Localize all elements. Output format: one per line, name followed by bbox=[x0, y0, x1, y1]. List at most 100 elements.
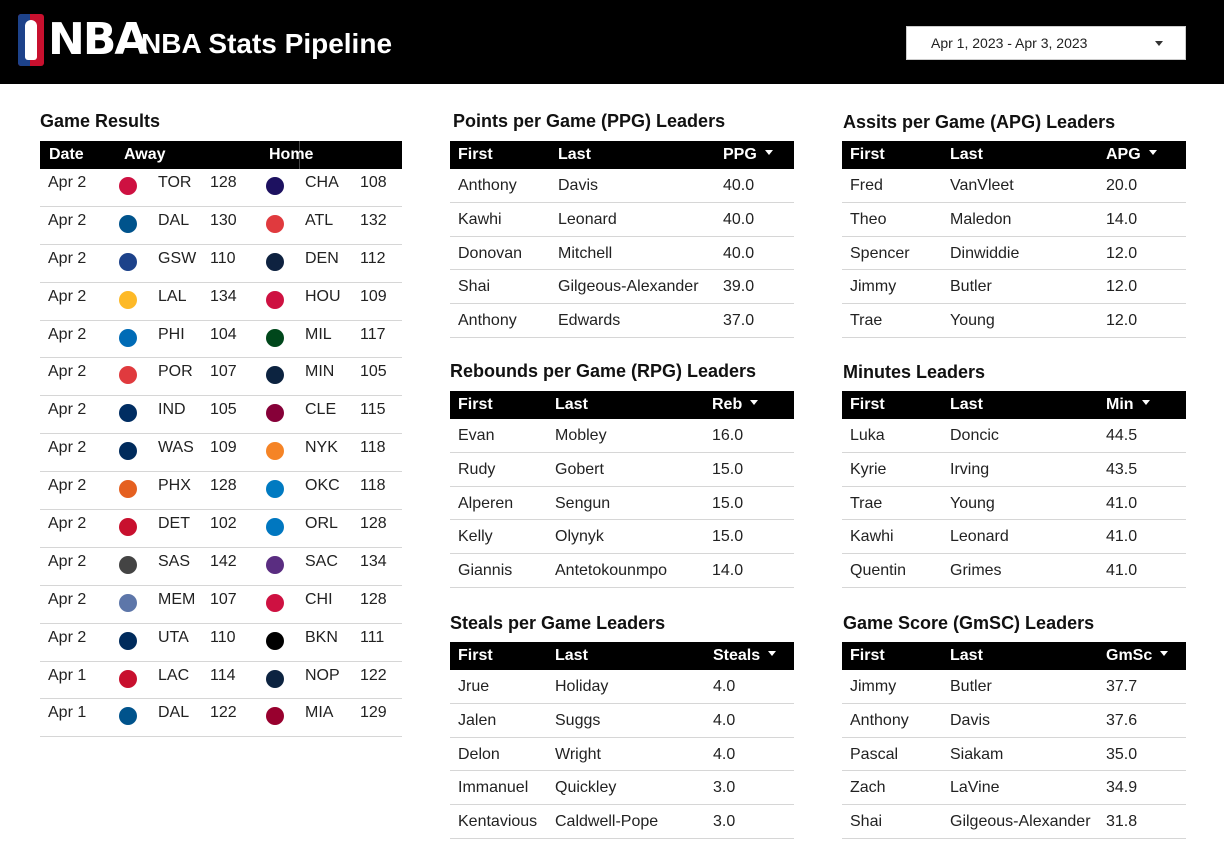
home-team: OKC bbox=[305, 477, 340, 495]
column-header-stat[interactable]: Min bbox=[1106, 396, 1150, 414]
away-team: LAL bbox=[158, 287, 187, 305]
game-row: Apr 2 PHX 128 OKC 118 bbox=[40, 472, 402, 511]
away-team: TOR bbox=[158, 174, 192, 191]
away-score: 122 bbox=[210, 704, 237, 722]
game-results-header: Date Away Home bbox=[40, 141, 402, 169]
away-team-logo-icon bbox=[119, 290, 137, 309]
home-team-logo-icon bbox=[266, 328, 284, 347]
cell-stat: 3.0 bbox=[713, 813, 736, 831]
cell-stat: 40.0 bbox=[723, 177, 755, 194]
sort-desc-icon[interactable] bbox=[764, 150, 773, 156]
home-score: 112 bbox=[360, 249, 386, 267]
sort-desc-icon[interactable] bbox=[1141, 400, 1150, 406]
away-score: 107 bbox=[210, 590, 237, 608]
home-team-logo-icon bbox=[266, 177, 284, 195]
column-header-label: First bbox=[458, 146, 493, 163]
cell-stat: 34.9 bbox=[1106, 779, 1138, 797]
home-team-logo-icon bbox=[266, 593, 284, 612]
column-header-label: APG bbox=[1106, 146, 1141, 163]
away-team: LAC bbox=[158, 666, 190, 684]
cell-first: Kyrie bbox=[850, 460, 887, 478]
column-header-stat[interactable]: Reb bbox=[712, 396, 759, 414]
column-header-first[interactable]: First bbox=[850, 647, 885, 665]
sort-desc-icon[interactable] bbox=[1160, 651, 1169, 657]
away-team: PHI bbox=[158, 325, 185, 343]
cell-date: Apr 2 bbox=[48, 363, 87, 381]
game-results-title: Game Results bbox=[40, 111, 161, 131]
sort-desc-icon[interactable] bbox=[1148, 150, 1157, 156]
apg-leaders-table: Fred VanVleet 20.0 Theo Maledon 14.0 Spencer Di… bbox=[842, 169, 1186, 338]
game-row: Apr 2 TOR 128 CHA 108 bbox=[40, 169, 402, 207]
column-header-label: First bbox=[850, 396, 885, 413]
page-title: NBA Stats Pipeline bbox=[141, 28, 393, 59]
home-team: MIL bbox=[305, 325, 332, 343]
away-score: 110 bbox=[210, 628, 236, 646]
minutes-leaders-table: Luka Doncic 44.5 Kyrie Irving 43.5 Trae Young 41… bbox=[842, 419, 1186, 588]
cell-date: Apr 2 bbox=[48, 439, 87, 457]
ppg-leaders-table: Anthony Davis 40.0 Kawhi Leonard 40.0 Donovan M… bbox=[450, 169, 794, 338]
home-score: 115 bbox=[360, 401, 386, 419]
column-header-stat[interactable]: PPG bbox=[723, 146, 773, 164]
column-header-last[interactable]: Last bbox=[950, 647, 983, 665]
cell-stat: 14.0 bbox=[712, 562, 744, 580]
cell-last: Siakam bbox=[950, 745, 1004, 763]
away-team-logo-icon bbox=[119, 555, 137, 574]
column-header-home[interactable]: Home bbox=[269, 146, 314, 163]
column-header-stat[interactable]: Steals bbox=[713, 647, 777, 665]
cell-last: Mobley bbox=[555, 427, 607, 444]
table-row: Trae Young 12.0 bbox=[842, 304, 1186, 338]
sort-desc-icon[interactable] bbox=[768, 651, 777, 657]
home-team: CLE bbox=[305, 401, 337, 419]
column-header-first[interactable]: First bbox=[850, 396, 885, 414]
table-row: Giannis Antetokounmpo 14.0 bbox=[450, 554, 794, 588]
cell-last: Suggs bbox=[555, 711, 601, 729]
column-header-last[interactable]: Last bbox=[950, 146, 983, 164]
steals-leaders-table: Jrue Holiday 4.0 Jalen Suggs 4.0 Delon Wright 4.… bbox=[450, 670, 794, 839]
cell-stat: 37.0 bbox=[723, 312, 755, 330]
column-header-away[interactable]: Away bbox=[124, 146, 166, 163]
cell-last: Antetokounmpo bbox=[555, 562, 668, 580]
cell-stat: 20.0 bbox=[1106, 177, 1138, 194]
column-header-first[interactable]: First bbox=[850, 146, 885, 164]
ppg-leaders-header: First Last PPG bbox=[450, 141, 794, 169]
table-row: Trae Young 41.0 bbox=[842, 487, 1186, 521]
column-header-date[interactable]: Date bbox=[49, 146, 84, 163]
cell-first: Anthony bbox=[458, 177, 517, 194]
column-header-first[interactable]: First bbox=[458, 647, 493, 665]
home-team-logo-icon bbox=[266, 252, 284, 271]
date-range-picker[interactable]: Apr 1, 2023 - Apr 3, 2023 bbox=[906, 26, 1186, 60]
column-header-last[interactable]: Last bbox=[558, 146, 591, 164]
cell-stat: 40.0 bbox=[723, 244, 755, 262]
cell-stat: 41.0 bbox=[1106, 562, 1138, 580]
column-header-label: Min bbox=[1106, 396, 1134, 413]
column-header-first[interactable]: First bbox=[458, 146, 493, 164]
column-header-stat[interactable]: APG bbox=[1106, 146, 1157, 164]
column-header-label: First bbox=[458, 647, 493, 664]
column-header-last[interactable]: Last bbox=[555, 396, 588, 414]
column-header-stat[interactable]: GmSc bbox=[1106, 647, 1169, 665]
nba-logo: NBA bbox=[18, 14, 148, 66]
away-team: WAS bbox=[158, 439, 194, 457]
chevron-down-icon bbox=[1155, 41, 1163, 46]
cell-last: Grimes bbox=[950, 562, 1002, 580]
home-score: 134 bbox=[360, 552, 387, 570]
away-score: 107 bbox=[210, 363, 237, 381]
column-header-last[interactable]: Last bbox=[555, 647, 588, 665]
column-header-first[interactable]: First bbox=[458, 396, 493, 414]
apg-leaders-header: First Last APG bbox=[842, 141, 1186, 169]
away-team: GSW bbox=[158, 249, 197, 267]
cell-last: Davis bbox=[950, 711, 991, 729]
cell-stat: 31.8 bbox=[1106, 813, 1138, 831]
sort-desc-icon[interactable] bbox=[750, 400, 759, 406]
rpg-leaders-header: First Last Reb bbox=[450, 391, 794, 419]
column-header-last[interactable]: Last bbox=[950, 396, 983, 414]
cell-last: Dinwiddie bbox=[950, 244, 1020, 262]
away-score: 114 bbox=[210, 666, 236, 684]
table-row: Jimmy Butler 12.0 bbox=[842, 270, 1186, 305]
table-row: Fred VanVleet 20.0 bbox=[842, 169, 1186, 203]
cell-first: Shai bbox=[850, 813, 883, 831]
cell-last: Young bbox=[950, 312, 995, 330]
cell-stat: 35.0 bbox=[1106, 745, 1138, 763]
cell-date: Apr 2 bbox=[48, 325, 87, 343]
away-team-logo-icon bbox=[119, 404, 137, 423]
